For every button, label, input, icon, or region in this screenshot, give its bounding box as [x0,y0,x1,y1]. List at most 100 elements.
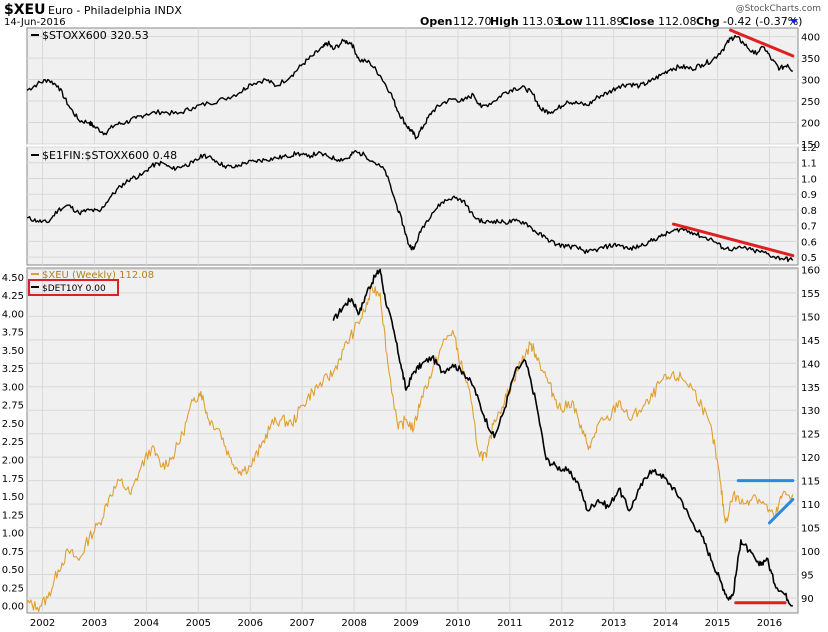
bottom-left-y-tick-label: 3.25 [2,364,24,375]
axis-labels: 2002 2003 2004 2005 2006 2007 2008 2009 2010 2011… [2,33,820,629]
mid-y-tick-label: 1.2 [801,143,817,154]
bottom-right-y-tick-label: 110 [801,500,820,511]
low-value: 111.89 [585,15,624,28]
chg-down-arrow-icon [790,19,798,24]
chg-label: Chg [696,15,720,28]
top-y-tick-label: 250 [801,97,820,108]
bottom-right-y-tick-label: 120 [801,453,820,464]
det10y-highlight-box [28,279,119,296]
series-lines [26,34,794,613]
bottom-right-y-tick-label: 95 [801,571,814,582]
x-tick-label: 2002 [30,618,55,629]
mid-y-tick-label: 0.7 [801,222,817,233]
bottom-left-y-tick-label: 2.75 [2,401,24,412]
x-tick-label: 2016 [757,618,782,629]
top-legend: $STOXX600 320.53 [31,29,149,42]
watermark: @StockCharts.com [736,4,821,14]
close-value: 112.08 [658,15,697,28]
bottom-left-y-tick-label: 1.00 [2,529,24,540]
bottom-left-y-tick-label: 3.75 [2,328,24,339]
trend-annotations [671,28,795,605]
bottom-right-y-tick-label: 140 [801,359,820,370]
bottom-right-y-tick-label: 90 [801,594,814,605]
ohlc-readout: Open 112.70 High 113.03 Low 111.89 Close… [420,15,802,28]
x-tick-label: 2005 [186,618,211,629]
bottom-right-y-tick-label: 160 [801,265,820,276]
bottom-left-y-tick-label: 4.50 [2,273,24,284]
grid-lines [27,28,798,613]
close-label: Close [621,15,654,28]
x-tick-label: 2009 [393,618,418,629]
x-tick-label: 2015 [705,618,730,629]
high-label: High [490,15,519,28]
stoxx600-line [26,34,794,140]
middle-legend: $E1FIN:$STOXX600 0.48 [31,149,177,162]
bottom-right-y-tick-label: 150 [801,312,820,323]
bottom-left-y-tick-label: 2.25 [2,437,24,448]
x-tick-label: 2011 [497,618,522,629]
bottom-left-y-tick-label: 0.25 [2,583,24,594]
x-tick-label: 2007 [289,618,314,629]
top-red-trendline [729,28,795,58]
blue-rising-line [767,497,795,525]
det10y-line [332,268,793,607]
bottom-right-y-tick-label: 135 [801,383,820,394]
bottom-right-y-tick-label: 115 [801,477,820,488]
bottom-right-y-tick-label: 130 [801,406,820,417]
middle-legend-label: $E1FIN:$STOXX600 0.48 [42,149,177,162]
x-tick-label: 2014 [653,618,678,629]
bottom-right-y-tick-label: 145 [801,336,820,347]
bottom-left-y-tick-label: 1.25 [2,510,24,521]
middle-panel [26,146,799,266]
mid-y-tick-label: 0.9 [801,190,817,201]
x-tick-label: 2010 [445,618,470,629]
xeu-legend-label: $XEU (Weekly) 112.08 [42,270,154,281]
chg-value: -0.42 (-0.37%) [723,15,802,28]
x-tick-label: 2012 [549,618,574,629]
bottom-panel [26,267,799,614]
symbol: $XEU [4,2,45,18]
x-tick-label: 2013 [601,618,626,629]
bottom-left-y-tick-label: 2.50 [2,419,24,430]
mid-y-tick-label: 0.6 [801,237,817,248]
low-label: Low [558,15,583,28]
chart-date: 14-Jun-2016 [4,17,66,28]
x-tick-label: 2006 [238,618,263,629]
e1fin-ratio-line [26,150,794,263]
bottom-left-y-tick-label: 0.75 [2,547,24,558]
mid-red-trendline [671,222,795,258]
top-y-tick-label: 200 [801,119,820,130]
bottom-left-y-tick-label: 1.75 [2,474,24,485]
mid-y-tick-label: 0.8 [801,206,817,217]
mid-y-tick-label: 1.1 [801,159,817,170]
open-label: Open [420,15,453,28]
mid-y-tick-label: 1.0 [801,174,817,185]
bottom-left-y-tick-label: 2.00 [2,456,24,467]
bottom-right-y-tick-label: 100 [801,547,820,558]
top-y-tick-label: 150 [801,140,820,151]
open-value: 112.70 [453,15,492,28]
bottom-left-y-tick-label: 4.25 [2,291,24,302]
bottom-left-y-tick-label: 0.00 [2,602,24,613]
bottom-left-y-tick-label: 1.50 [2,492,24,503]
bottom-legend: $XEU (Weekly) 112.08 $DET10Y 0.00 [28,270,154,296]
bottom-right-y-tick-label: 125 [801,430,820,441]
bottom-left-y-tick-label: 4.00 [2,309,24,320]
x-tick-label: 2003 [82,618,107,629]
xeu-weekly-line [26,284,794,613]
mid-y-tick-label: 0.5 [801,253,817,264]
bottom-left-y-tick-label: 3.00 [2,382,24,393]
bottom-right-y-tick-label: 105 [801,524,820,535]
top-y-tick-label: 350 [801,54,820,65]
bottom-right-y-tick-label: 155 [801,289,820,300]
bottom-left-y-tick-label: 0.50 [2,565,24,576]
high-value: 113.03 [522,15,561,28]
bottom-left-y-tick-label: 3.50 [2,346,24,357]
top-y-tick-label: 300 [801,76,820,87]
x-tick-label: 2008 [341,618,366,629]
det10y-legend-label: $DET10Y 0.00 [42,284,106,294]
top-y-tick-label: 400 [801,33,820,44]
top-panel [26,27,799,145]
x-tick-label: 2004 [134,618,159,629]
